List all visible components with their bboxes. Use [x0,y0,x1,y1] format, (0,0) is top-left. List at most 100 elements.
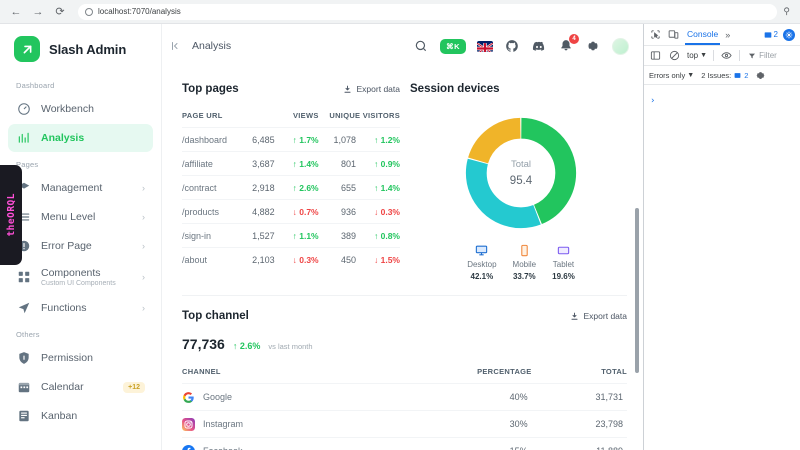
analysis-content: Top pages Export data PAGE URL VIEWS [162,68,643,450]
col-views: VIEWS [292,111,319,120]
top-channel-title: Top channel [182,310,249,322]
inspect-element-icon[interactable] [649,28,662,41]
sidebar: Slash Admin Dashboard Workbench Analysis… [0,24,162,450]
live-expression-icon[interactable] [720,49,733,62]
cell-visitors-delta: ↑ 0.8% [360,223,400,248]
session-devices-header: Session devices [410,68,632,102]
sidebar-item-label: Components [41,267,101,279]
top-pages-export-button[interactable]: Export data [343,84,400,94]
sidebar-item-components[interactable]: Components Custom UI Components › [8,261,153,293]
console-filter-input[interactable]: Filter [748,51,777,60]
devtools-tab-console[interactable]: Console [685,24,721,45]
toolbar-divider [739,50,741,61]
chevron-down-icon: ▼ [687,71,695,79]
uk-flag-icon[interactable] [477,40,493,52]
cell-channel: Facebook [182,437,367,450]
sidebar-item-label: Kanban [41,410,78,422]
content-scrollbar[interactable] [635,208,639,373]
main-content: Analysis ⌘K [162,24,643,450]
cell-page-url: /about [182,247,243,271]
console-level-selector[interactable]: Errors only ▼ [649,70,695,80]
sidebar-item-permission[interactable]: Permission [8,344,153,372]
brand-name: Slash Admin [49,41,127,57]
browser-forward-button[interactable]: → [32,5,44,18]
table-row: /sign-in 1,527 ↑ 1.1% 389 ↑ 0.8% [182,223,400,248]
legend-label: Tablet [552,260,575,269]
browser-toolbar: ← → ⟳ localhost:7070/analysis ⚲ [0,0,800,24]
legend-item-desktop: Desktop 42.1% [467,244,497,281]
facebook-icon [182,444,195,450]
cell-visitors-delta: ↑ 1.2% [360,127,400,152]
session-devices-card: Session devices Total 95.4 [410,68,632,281]
top-channel-summary: 77,736 ↑ 2.6% vs last month [182,326,627,358]
sidebar-item-sublabel: Custom UI Components [41,280,116,287]
cell-views: 4,882 [242,199,279,224]
cell-percentage: 15% [366,437,532,450]
browser-reload-button[interactable]: ⟳ [55,6,65,18]
bell-icon[interactable]: 4 [558,34,579,54]
instagram-icon [182,417,195,431]
browser-zoom-icon[interactable]: ⚲ [783,6,790,16]
donut-total-label: Total [510,159,532,170]
clear-console-icon[interactable] [668,49,681,62]
legend-value: 19.6% [552,272,575,281]
github-icon[interactable] [504,38,520,54]
avatar[interactable] [612,37,629,55]
gear-icon[interactable] [585,38,601,54]
col-total: TOTAL [601,367,627,376]
site-info-icon [85,7,93,16]
command-k-badge[interactable]: ⌘K [440,38,466,54]
console-settings-icon[interactable] [755,70,766,81]
sidebar-item-analysis[interactable]: Analysis [8,124,153,152]
console-issues-link[interactable]: 2 Issues: 2 [701,70,749,80]
chevron-right-icon: › [142,212,145,222]
col-percentage: PERCENTAGE [477,367,532,376]
devtools-panel: Console » 2 [643,24,800,450]
sidebar-item-kanban[interactable]: Kanban [8,402,153,430]
sidebar-item-workbench[interactable]: Workbench [8,95,153,123]
search-icon[interactable] [413,38,429,54]
collapse-sidebar-icon[interactable] [170,40,182,52]
legend-item-mobile: Mobile 33.7% [512,244,536,281]
cell-page-url: /contract [182,175,243,200]
devtools-settings-icon[interactable] [783,28,795,41]
console-output-area[interactable]: › [644,85,800,450]
table-row: /dashboard 6,485 ↑ 1.7% 1,078 ↑ 1.2% [182,127,400,152]
console-context-selector[interactable]: top ▼ [687,51,708,60]
table-row: /contract 2,918 ↑ 2.6% 655 ↑ 1.4% [182,175,400,200]
browser-back-button[interactable]: ← [10,5,22,18]
brand[interactable]: Slash Admin [0,24,161,74]
cell-visitors: 389 [318,223,360,248]
sidebar-item-management[interactable]: Management › [8,174,153,202]
sidebar-item-error-page[interactable]: Error Page › [8,232,153,260]
devtools-level-bar: Errors only ▼ 2 Issues: 2 [644,66,800,85]
notification-badge: 4 [569,34,579,44]
nav-group-others-label: Others [16,330,40,339]
console-sidebar-icon[interactable] [649,49,662,62]
device-toolbar-icon[interactable] [667,28,680,41]
cell-views: 1,527 [242,223,279,248]
toolbar-divider [713,50,715,61]
table-row: /products 4,882 ↓ 0.7% 936 ↓ 0.3% [182,199,400,224]
top-channel-card: Top channel Export data 77,736 ↑ 2.6% vs… [182,296,627,450]
table-header-row: PAGE URL VIEWS UNIQUE VISITORS [182,102,400,128]
sidebar-item-label: Workbench [41,103,94,115]
components-icon [16,270,31,285]
devtools-console-toolbar: top ▼ Filter [644,46,800,66]
devtools-error-count[interactable]: 2 [764,30,778,39]
legend-value: 33.7% [512,272,536,281]
browser-address-bar[interactable]: localhost:7070/analysis [78,3,778,20]
sidebar-item-menu-level[interactable]: Menu Level › [8,203,153,231]
devtools-more-tabs-icon[interactable]: » [725,29,731,40]
sidebar-item-calendar[interactable]: Calendar +12 [8,373,153,401]
discord-icon[interactable] [531,38,547,54]
topbar: Analysis ⌘K [162,24,643,68]
legend-value: 42.1% [470,272,494,281]
cell-page-url: /products [182,199,243,224]
sidebar-item-label: Calendar [41,381,84,393]
sidebar-item-functions[interactable]: Functions › [8,294,153,322]
channel-name: Instagram [203,419,244,429]
top-channel-export-button[interactable]: Export data [570,311,627,321]
donut-legend: Desktop 42.1% Mobile 33.7% [467,244,575,281]
